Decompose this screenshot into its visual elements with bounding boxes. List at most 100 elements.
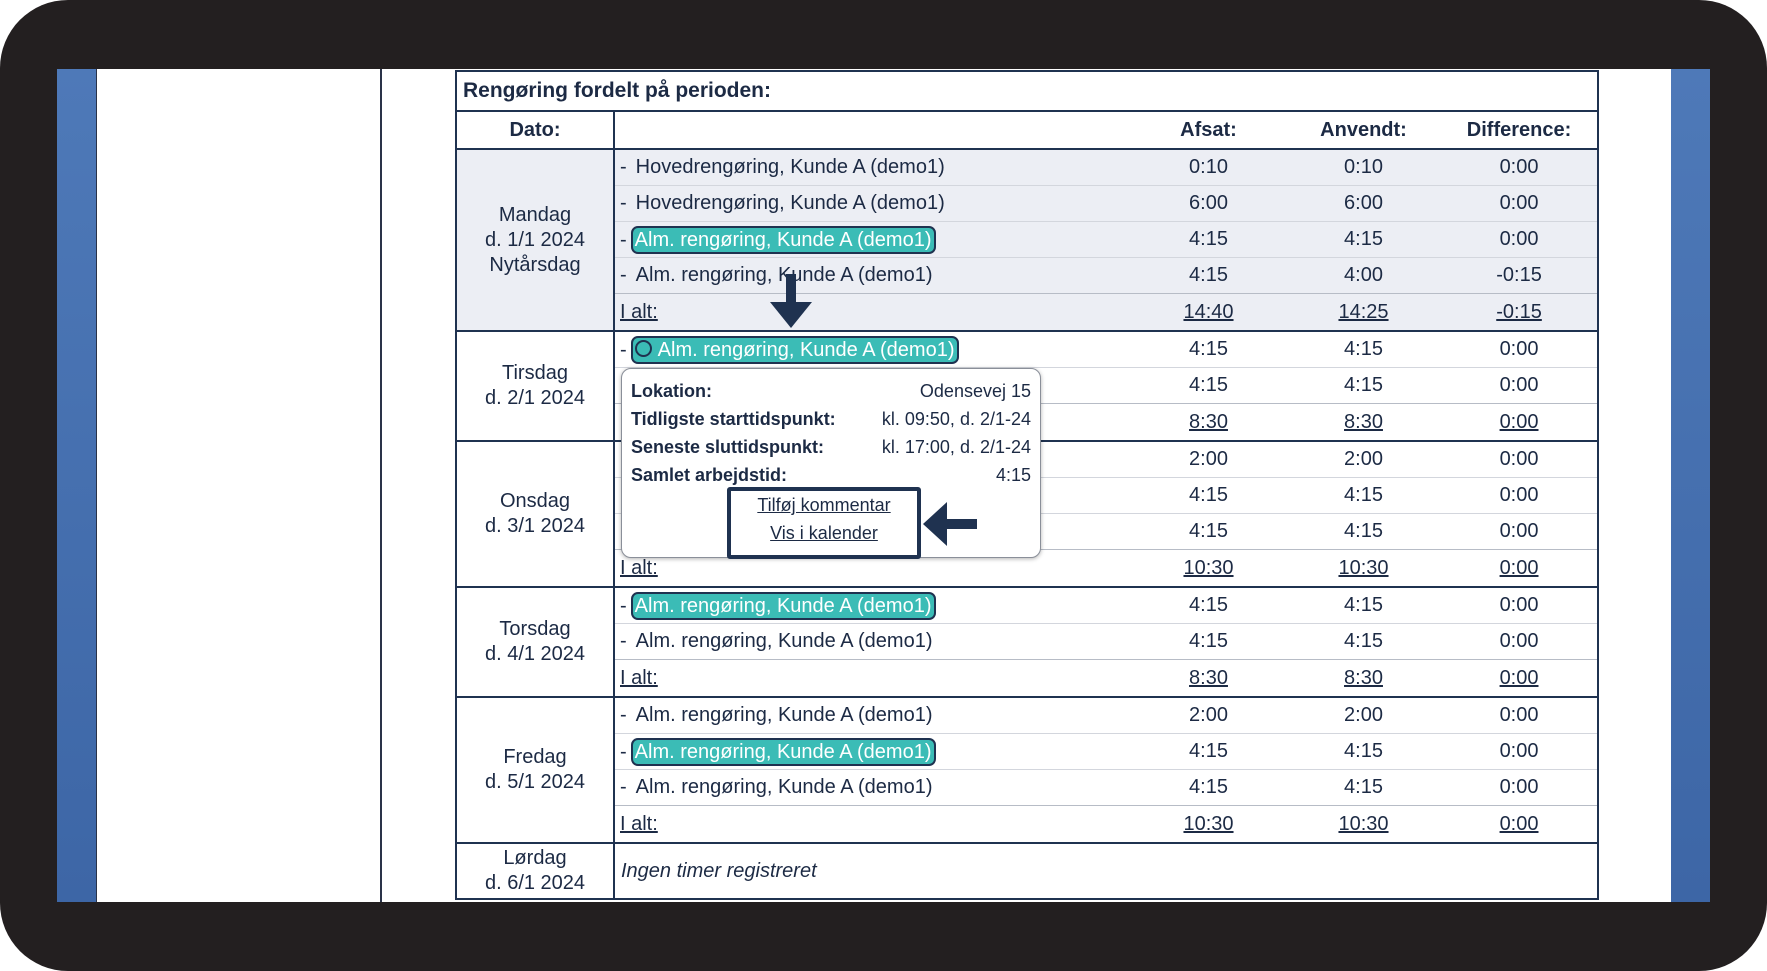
popup-link[interactable]: Tilføj kommentar xyxy=(757,495,891,515)
total-value: 10:30 xyxy=(1183,812,1234,835)
entry-row: Torsdag d. 4/1 2024 - Alm. rengøring, Kunde… xyxy=(455,586,1600,698)
value-cell: 4:15 xyxy=(1344,338,1383,360)
entry-label: Alm. rengøring, Kunde A (demo1) xyxy=(635,704,933,726)
highlighted-entry[interactable]: Alm. rengøring, Kunde A (demo1) xyxy=(630,737,936,766)
total-cell: 8:30 xyxy=(1286,403,1441,442)
value-cell: 4:15 xyxy=(1286,769,1441,806)
date-cell: Mandag d. 1/1 2024 Nytårsdag xyxy=(455,148,615,332)
total-row: I alt: 8:30 8:30 0:00 xyxy=(456,659,1600,698)
total-row: I alt: 10:30 10:30 0:00 xyxy=(456,549,1600,588)
entry-label: Hovedrengøring, Kunde A (demo1) xyxy=(635,156,945,178)
value-cell: 0:00 xyxy=(1441,331,1600,368)
total-value: 0:00 xyxy=(1499,556,1539,579)
date-line: d. 2/1 2024 xyxy=(484,387,586,409)
value-cell: 0:00 xyxy=(1441,149,1600,186)
total-value: 14:40 xyxy=(1183,300,1234,323)
value-cell: 4:15 xyxy=(1286,221,1441,258)
value-cell: 4:15 xyxy=(1286,513,1441,550)
table-title: Rengøring fordelt på perioden: xyxy=(454,70,1600,112)
value-cell: 0:10 xyxy=(1131,149,1286,186)
title-row: Rengøring fordelt på perioden: xyxy=(454,70,1600,112)
date-line: Fredag xyxy=(503,746,567,768)
date-cell: Tirsdag d. 2/1 2024 xyxy=(455,330,615,442)
value-cell: 4:15 xyxy=(1131,513,1286,550)
date-cell: Lørdag d. 6/1 2024 xyxy=(455,842,615,900)
date-line: d. 4/1 2024 xyxy=(484,643,586,665)
entry-row: - Hovedrengøring, Kunde A (demo1) 6:00 6:00… xyxy=(456,185,1600,222)
total-value: 8:30 xyxy=(1189,666,1228,689)
value-cell: 4:15 xyxy=(1344,594,1383,616)
entry-text: - Alm. rengøring, Kunde A (demo1) xyxy=(614,331,1131,368)
entry-label: Alm. rengøring, Kunde A (demo1) xyxy=(657,338,955,361)
entry-row: Tirsdag d. 2/1 2024 - Alm. rengøring, Kunde… xyxy=(455,330,1600,442)
total-label-cell: I alt: xyxy=(614,659,1131,698)
note-row: Lørdag d. 6/1 2024 Ingen timer registreret xyxy=(455,842,1600,900)
bullet: - xyxy=(620,192,627,214)
total-cell: 10:30 xyxy=(1131,805,1286,844)
total-cell: 14:40 xyxy=(1131,293,1286,332)
entry-label: Alm. rengøring, Kunde A (demo1) xyxy=(635,776,933,798)
date-line: Tirsdag xyxy=(502,362,568,384)
value-cell: 4:15 xyxy=(1286,477,1441,514)
total-value: 0:00 xyxy=(1499,410,1539,433)
highlighted-entry[interactable]: Alm. rengøring, Kunde A (demo1) xyxy=(630,335,959,364)
entry-label: Alm. rengøring, Kunde A (demo1) xyxy=(635,264,933,286)
total-cell: 10:30 xyxy=(1131,549,1286,588)
value-cell: 0:00 xyxy=(1441,367,1600,404)
value-cell: 2:00 xyxy=(1344,704,1383,726)
value-cell: 4:15 xyxy=(1189,338,1228,360)
selected-icon xyxy=(634,339,652,357)
popup-link[interactable]: Vis i kalender xyxy=(770,523,878,543)
date-line: Torsdag xyxy=(499,618,571,640)
divider xyxy=(380,69,382,902)
header: Anvendt: xyxy=(1286,111,1441,150)
total-cell: 0:00 xyxy=(1441,549,1600,588)
highlighted-entry[interactable]: Alm. rengøring, Kunde A (demo1) xyxy=(630,225,936,254)
total-value: 8:30 xyxy=(1189,410,1228,433)
bullet: - xyxy=(620,264,627,286)
entry-text: - Alm. rengøring, Kunde A (demo1) xyxy=(614,623,1131,660)
entry-row: - Alm. rengøring, Kunde A (demo1) 4:15 4:15… xyxy=(456,623,1600,660)
value-cell: 2:00 xyxy=(1189,704,1228,726)
date-line: Onsdag xyxy=(499,490,571,512)
header: Difference: xyxy=(1441,111,1600,150)
total-label-cell: I alt: xyxy=(614,293,1131,332)
bullet: - xyxy=(620,776,627,798)
value-cell: -0:15 xyxy=(1441,257,1600,294)
value-cell: 4:15 xyxy=(1131,769,1286,806)
header: Afsat: xyxy=(1131,111,1286,150)
value-cell: 0:00 xyxy=(1441,221,1600,258)
popup-row: Tidligste starttidspunkt: kl. 09:50, d. 2… xyxy=(631,409,1031,430)
total-cell: -0:15 xyxy=(1441,293,1600,332)
entry-row: - Alm. rengøring, Kunde A (demo1) 4:15 4:15… xyxy=(456,769,1600,806)
date-line: d. 5/1 2024 xyxy=(484,771,586,793)
header: Dato: xyxy=(455,111,615,150)
side-panel xyxy=(1671,69,1710,902)
value-cell: 6:00 xyxy=(1286,185,1441,222)
entry-label: Alm. rengøring, Kunde A (demo1) xyxy=(634,594,932,617)
total-cell: 0:00 xyxy=(1441,403,1600,442)
total-value: 10:30 xyxy=(1338,556,1389,579)
value-cell: 4:15 xyxy=(1131,221,1286,258)
entry-text: - Alm. rengøring, Kunde A (demo1) xyxy=(614,587,1131,624)
value-cell: 4:15 xyxy=(1286,367,1441,404)
date-line: Nytårsdag xyxy=(489,253,581,276)
value-cell: 2:00 xyxy=(1344,448,1383,470)
value-cell: 0:00 xyxy=(1441,477,1600,514)
value-cell: 4:15 xyxy=(1131,733,1286,770)
total-value: 8:30 xyxy=(1344,410,1383,433)
date-line: d. 3/1 2024 xyxy=(484,515,586,537)
date-cell: Onsdag d. 3/1 2024 xyxy=(455,440,615,588)
bullet: - xyxy=(620,156,627,178)
value-cell: 0:00 xyxy=(1441,587,1600,624)
arrow-down xyxy=(770,274,812,328)
highlighted-entry[interactable]: Alm. rengøring, Kunde A (demo1) xyxy=(630,591,936,620)
entry-label: Hovedrengøring, Kunde A (demo1) xyxy=(635,192,945,214)
value-cell: 4:00 xyxy=(1286,257,1441,294)
screen: Rengøring fordelt på perioden: Dato: Afs… xyxy=(57,69,1710,902)
value-cell: 0:00 xyxy=(1441,733,1600,770)
popup-links: Tilføj kommentar Vis i kalender xyxy=(727,487,921,559)
total-label: I alt: xyxy=(620,812,658,835)
entry-text: - Hovedrengøring, Kunde A (demo1) xyxy=(614,185,1131,222)
date-line: Lørdag xyxy=(503,847,567,869)
